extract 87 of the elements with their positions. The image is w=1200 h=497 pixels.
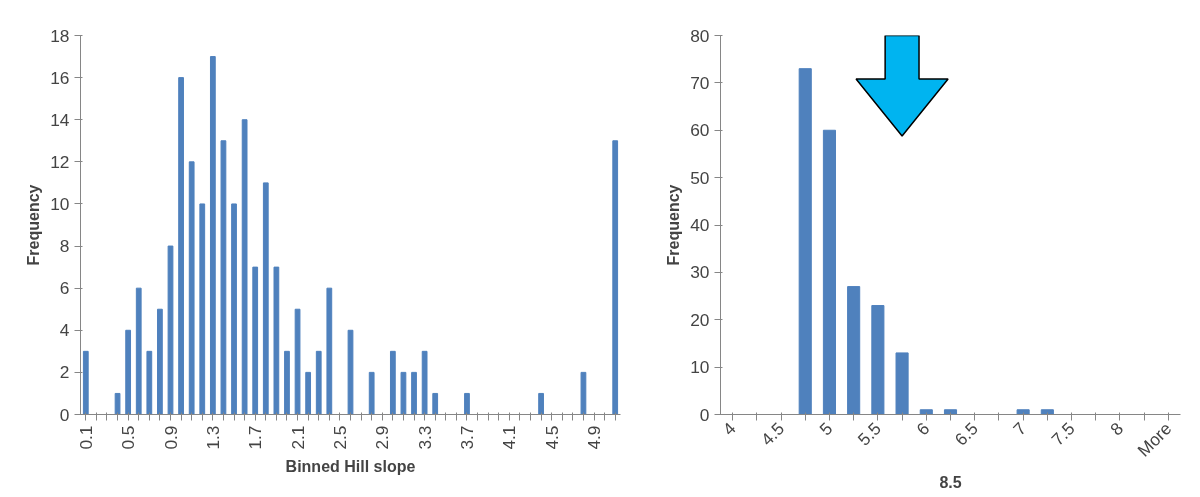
bar (919, 409, 933, 415)
y-axis-title: Frequency (25, 184, 43, 266)
y-tick-label: 20 (690, 309, 710, 330)
y-tick-label: 8 (59, 236, 70, 257)
y-tick-label: 14 (50, 109, 70, 130)
x-tick-label: 0.9 (160, 425, 181, 450)
y-tick-label: 10 (690, 357, 710, 378)
y-tick-label: 2 (59, 362, 70, 383)
y-tick-label: 80 (690, 25, 710, 46)
x-tick-label: 7 (1009, 418, 1031, 440)
bar (252, 266, 259, 415)
bar (421, 350, 428, 415)
bar (389, 350, 396, 415)
bar (895, 352, 909, 415)
bar (315, 350, 322, 415)
x-tick-label: 2.5 (329, 425, 350, 450)
x-tick-label: 8 (1106, 418, 1128, 440)
bar (464, 392, 470, 415)
bar (871, 305, 885, 415)
x-tick-label: 2.1 (287, 425, 308, 450)
bar (146, 350, 153, 415)
bar (1016, 409, 1030, 415)
bar (273, 266, 280, 415)
y-tick-label: 40 (690, 215, 710, 235)
y-axis-title: Frequency (665, 184, 683, 266)
y-tick-label: 50 (690, 167, 710, 188)
y-tick-label: 4 (59, 320, 70, 341)
bar (157, 308, 163, 415)
bar (114, 392, 121, 415)
bar (199, 203, 206, 415)
y-tick-label: 0 (699, 404, 710, 425)
bar (241, 119, 248, 415)
bar (822, 129, 836, 415)
y-tick-label: 60 (690, 120, 710, 141)
bar (847, 286, 861, 415)
x-tick-label: 4.9 (584, 425, 605, 450)
x-axis-title: 8.5 (939, 473, 962, 491)
x-tick-label: 6 (912, 418, 934, 440)
x-tick-label: 0.5 (118, 425, 139, 450)
x-tick-label: 4.1 (499, 425, 520, 450)
x-axis-title: Binned Hill slope (285, 457, 416, 475)
x-tick-label: 4 (718, 418, 740, 440)
x-tick-label: 0.1 (75, 425, 96, 450)
bar (305, 371, 312, 415)
bar (167, 245, 174, 415)
x-tick-label: 7.5 (1047, 418, 1079, 450)
y-tick-label: 0 (59, 404, 70, 425)
x-tick-label: 5 (815, 418, 837, 440)
x-tick-label: 1.3 (202, 425, 223, 450)
bar (294, 308, 301, 415)
bar (400, 371, 407, 415)
bar (943, 409, 958, 415)
bar (347, 329, 354, 415)
y-tick-label: 16 (50, 67, 70, 88)
bar (135, 287, 142, 415)
bar (580, 371, 587, 415)
x-tick-label: 6.5 (950, 418, 982, 450)
bar (178, 77, 184, 415)
y-tick-label: 6 (59, 278, 70, 299)
bar (82, 350, 89, 415)
bar (1040, 409, 1054, 415)
x-tick-label: 3.7 (456, 425, 477, 450)
x-tick-label: 5.5 (853, 418, 885, 450)
y-tick-label: 30 (690, 262, 710, 283)
bar (125, 329, 132, 415)
bar (284, 350, 290, 415)
bar (798, 68, 812, 415)
x-tick-label: 3.3 (414, 425, 435, 450)
y-tick-label: 70 (690, 72, 710, 93)
x-tick-label: 2.9 (372, 425, 393, 450)
bar (432, 392, 439, 415)
y-tick-label: 18 (50, 25, 70, 46)
bar (538, 392, 544, 415)
y-tick-label: 12 (50, 151, 70, 172)
y-tick-label: 10 (50, 193, 70, 214)
bar (411, 371, 417, 415)
x-tick-label: 1.7 (245, 425, 266, 450)
bar (220, 140, 227, 415)
bar (262, 182, 269, 415)
x-tick-label: 4.5 (541, 425, 562, 450)
bar (612, 140, 619, 415)
bar (209, 56, 216, 415)
bar (188, 161, 195, 415)
bar (231, 203, 237, 415)
x-tick-label: 4.5 (756, 418, 789, 450)
bar (326, 287, 333, 415)
bar (368, 371, 375, 415)
